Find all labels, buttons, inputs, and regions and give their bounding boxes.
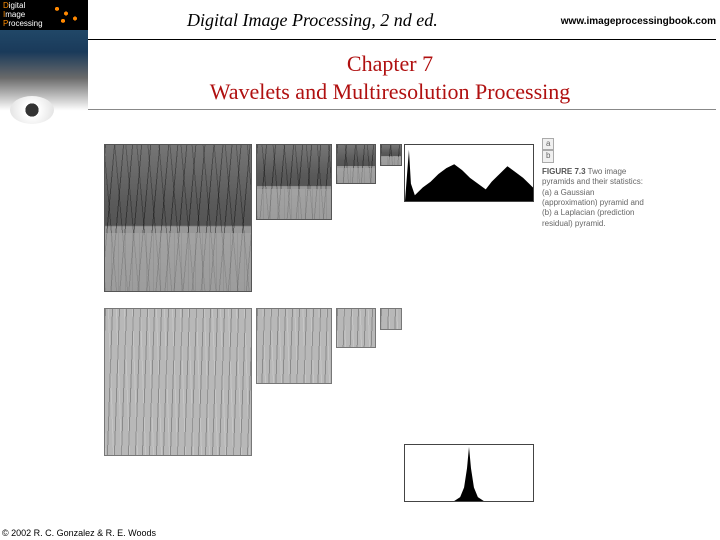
laplacian-level-2 [336, 308, 376, 348]
book-cover-thumbnail: Digital Image Processing [0, 0, 88, 130]
sublabel-a: a [542, 138, 554, 150]
copyright: © 2002 R. C. Gonzalez & R. E. Woods [2, 528, 156, 538]
figure-7-3: a b FIGURE 7.3 Two image pyramids and th… [104, 144, 704, 524]
chapter-number: Chapter 7 [64, 50, 716, 78]
histogram-gaussian [404, 144, 534, 202]
header: Digital Image Processing, 2 nd ed. www.i… [4, 0, 716, 40]
chapter-heading: Chapter 7 Wavelets and Multiresolution P… [4, 50, 716, 110]
gaussian-level-3 [380, 144, 402, 166]
gaussian-level-0 [104, 144, 252, 292]
figure-label: FIGURE 7.3 [542, 167, 586, 176]
sublabel-b: b [542, 150, 554, 162]
laplacian-level-0 [104, 308, 252, 456]
histogram-laplacian [404, 444, 534, 502]
gaussian-level-2 [336, 144, 376, 184]
laplacian-level-1 [256, 308, 332, 384]
chapter-title: Wavelets and Multiresolution Processing [64, 78, 716, 106]
book-url: www.imageprocessingbook.com [561, 0, 716, 27]
laplacian-level-3 [380, 308, 402, 330]
gaussian-level-1 [256, 144, 332, 220]
figure-caption: a b FIGURE 7.3 Two image pyramids and th… [542, 138, 652, 229]
